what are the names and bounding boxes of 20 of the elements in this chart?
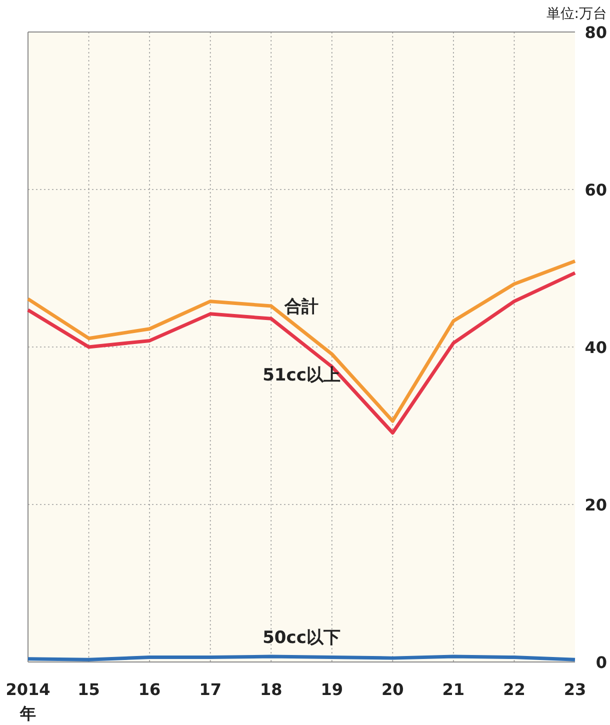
series-label: 合計 xyxy=(284,297,318,318)
x-tick-label: 15 xyxy=(78,680,100,699)
x-tick-label: 20 xyxy=(382,680,404,699)
y-tick-label: 80 xyxy=(584,23,607,42)
series-label: 50cc以下 xyxy=(262,628,340,648)
x-tick-label: 22 xyxy=(503,680,526,699)
x-tick-label: 18 xyxy=(260,680,282,699)
x-tick-label: 17 xyxy=(199,680,222,699)
x-tick-label: 16 xyxy=(138,680,161,699)
x-axis-title: 年 xyxy=(19,704,36,723)
y-tick-label: 20 xyxy=(584,496,607,514)
x-tick-label: 23 xyxy=(564,680,586,699)
x-tick-label: 2014 xyxy=(6,680,50,699)
series-label: 51cc以上 xyxy=(262,366,340,386)
y-tick-label: 0 xyxy=(596,653,607,672)
text: 単位:万台 xyxy=(546,6,607,22)
y-tick-label: 40 xyxy=(584,338,607,357)
x-tick-label: 21 xyxy=(442,680,465,699)
x-tick-label: 19 xyxy=(320,680,344,699)
y-tick-label: 60 xyxy=(584,180,607,200)
